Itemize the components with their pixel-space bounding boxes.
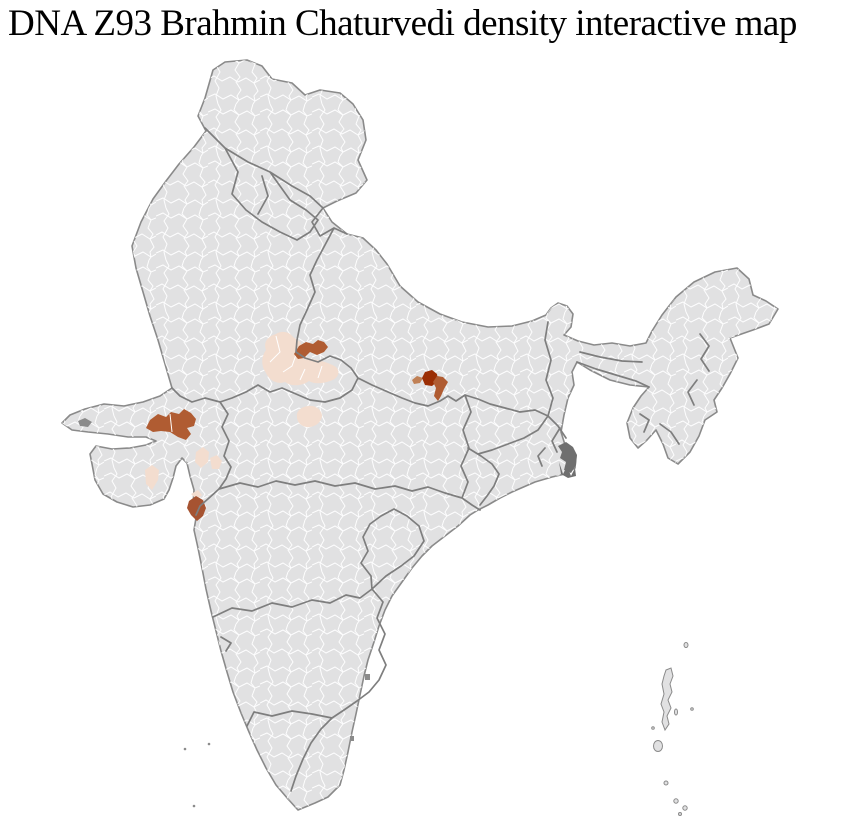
sundarbans-delta-shade — [558, 442, 577, 478]
district-boundaries-mesh — [62, 60, 778, 810]
rajasthan-cluster-inner-borders — [269, 335, 323, 381]
lakshadweep-islands — [183, 742, 211, 808]
surat-north-peach-district[interactable] — [191, 490, 202, 500]
gujarat-cluster-inner-border — [169, 413, 173, 433]
karaikal-marker — [350, 736, 354, 741]
gujarat-central-peach-district-b[interactable] — [210, 455, 222, 469]
density-highlights — [145, 331, 448, 521]
gujarat-central-peach-district-a[interactable] — [195, 447, 209, 468]
andaman-nicobar-islands — [651, 642, 694, 816]
saurashtra-east-peach-district[interactable] — [145, 465, 159, 490]
allahabad-east-sienna-strip[interactable] — [433, 376, 448, 401]
madhya-pradesh-north-peach-district[interactable] — [296, 405, 322, 428]
allahabad-west-tan-district[interactable] — [412, 376, 423, 384]
coastal-territory-markers — [78, 418, 370, 741]
rajasthan-chambal-sienna-strip[interactable] — [294, 340, 328, 359]
page-title: DNA Z93 Brahmin Chaturvedi density inter… — [8, 3, 797, 44]
sir-creek-marker — [78, 418, 92, 427]
pondicherry-marker — [365, 674, 370, 680]
state-borders — [171, 127, 710, 792]
surat-sienna-district[interactable] — [187, 496, 206, 521]
